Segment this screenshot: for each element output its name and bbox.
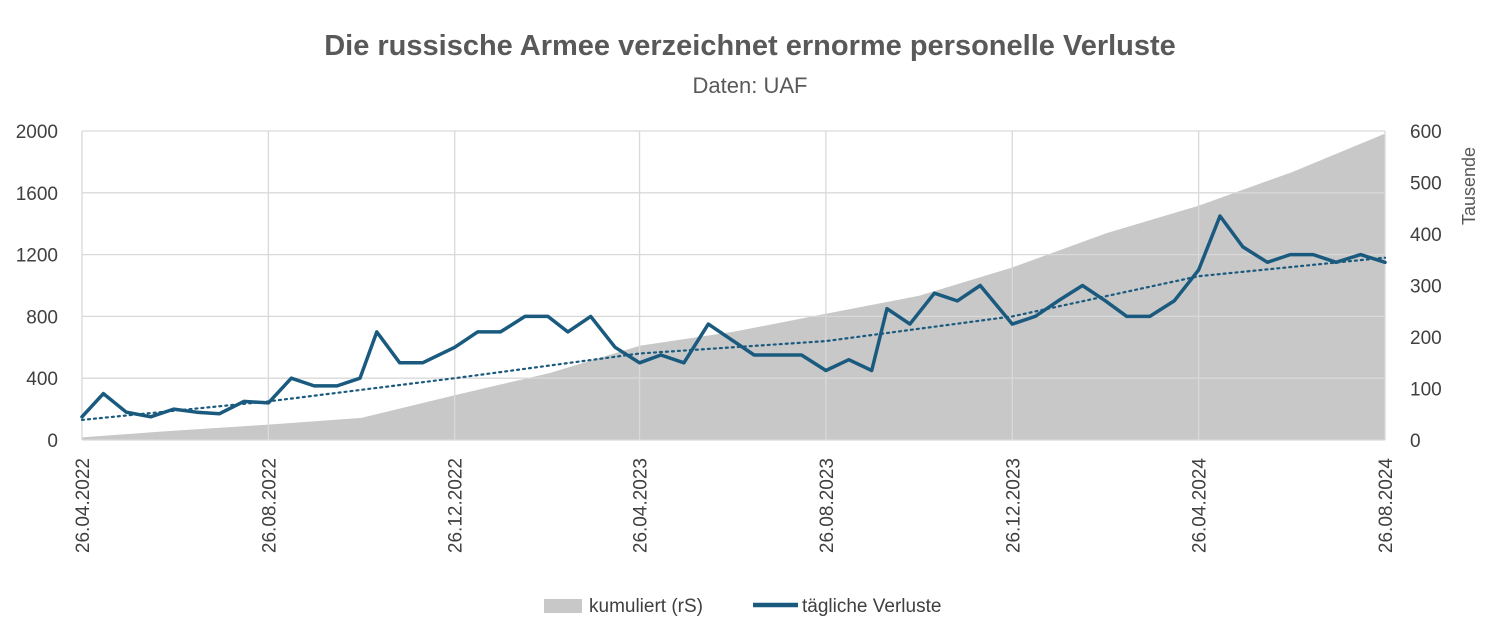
x-tick-label: 26.08.2022 [259,458,280,553]
chart-subtitle: Daten: UAF [693,73,808,98]
left-tick-label: 1200 [16,246,58,267]
right-axis-title: Tausende [1459,147,1479,225]
grid-layer [81,130,1386,441]
x-axis: 26.04.2022 26.08.2022 26.12.2022 26.04.2023… [73,458,1397,554]
chart-title: Die russische Armee verzeichnet ernorme … [324,30,1176,62]
x-tick-label: 26.04.2024 [1190,458,1211,554]
legend: kumuliert (rS) tägliche Verluste [544,596,941,617]
right-tick-label: 600 [1410,122,1442,143]
series-line-daily [80,214,1387,419]
x-tick-label: 26.04.2022 [73,458,94,553]
right-tick-label: 0 [1410,431,1421,452]
area-layer [82,133,1385,440]
right-tick-label: 100 [1410,380,1442,401]
left-tick-label: 1600 [16,184,58,205]
series-area-cumulative [82,133,1385,440]
left-tick-label: 400 [26,369,58,390]
trendline [80,256,1387,421]
line-layer [80,214,1387,419]
x-tick-label: 26.08.2023 [817,458,838,553]
legend-label-cumulative: kumuliert (rS) [589,596,703,617]
x-tick-label: 26.08.2024 [1376,458,1397,554]
left-tick-label: 0 [47,431,58,452]
right-tick-label: 300 [1410,277,1442,298]
legend-label-daily: tägliche Verluste [802,596,941,617]
left-tick-label: 800 [26,307,58,328]
right-axis: 0 100 200 300 400 500 600 [1410,122,1442,452]
right-tick-label: 500 [1410,174,1442,195]
left-tick-label: 2000 [16,122,58,143]
x-tick-label: 26.12.2022 [446,458,467,553]
legend-swatch-cumulative [544,599,582,613]
right-tick-label: 400 [1410,225,1442,246]
right-tick-label: 200 [1410,328,1442,349]
x-tick-label: 26.04.2023 [631,458,652,553]
trend-layer [80,256,1387,421]
left-axis: 0 400 800 1200 1600 2000 [16,122,58,452]
x-tick-label: 26.12.2023 [1003,458,1024,553]
